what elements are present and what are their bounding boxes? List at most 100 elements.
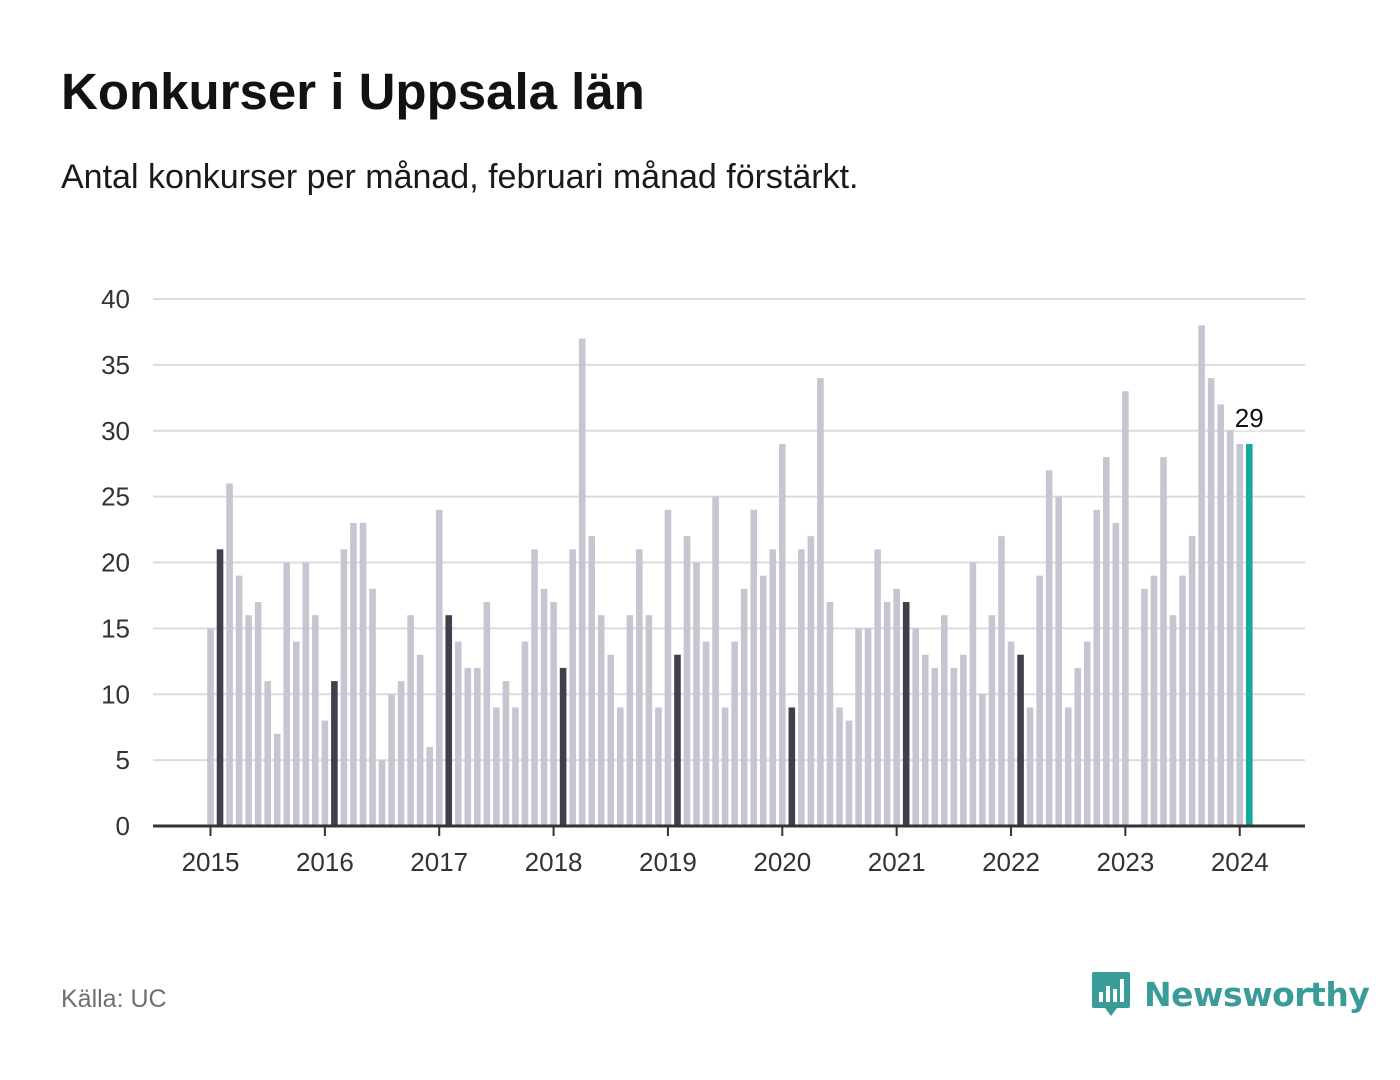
bar: [588, 536, 595, 826]
bar: [1093, 509, 1101, 826]
bar: [1017, 654, 1024, 826]
bar: [331, 681, 338, 826]
bar: [283, 562, 291, 826]
bar: [245, 615, 252, 826]
bar: [1036, 575, 1043, 826]
bar: [912, 628, 920, 826]
bar: [512, 707, 519, 826]
bar: [645, 615, 653, 826]
bar: [1226, 430, 1234, 826]
x-tick-label: 2019: [639, 847, 697, 877]
bar: [626, 615, 634, 826]
bar: [921, 654, 929, 826]
bar: [740, 588, 748, 826]
bar: [883, 602, 891, 826]
bar: [636, 549, 643, 826]
bar: [369, 588, 376, 826]
bar: [721, 707, 729, 826]
bar: [702, 641, 710, 826]
bar: [597, 615, 605, 826]
bar: [1074, 667, 1082, 826]
bar: [378, 760, 386, 826]
bar: [988, 615, 996, 826]
bar: [388, 694, 395, 826]
bar: [216, 549, 224, 826]
newsworthy-brand[interactable]: Newsworthy: [1090, 968, 1370, 1020]
y-tick-label: 15: [101, 613, 130, 643]
bar: [407, 615, 414, 826]
bar: [769, 549, 777, 826]
bar: [817, 378, 824, 826]
bar: [445, 615, 453, 826]
bar: [874, 549, 881, 826]
bar: [397, 681, 405, 826]
y-tick-label: 20: [101, 548, 130, 578]
bar: [292, 641, 300, 826]
bar: [750, 509, 758, 826]
bar: [798, 549, 805, 826]
bar: [1236, 443, 1244, 826]
bar: [826, 602, 834, 826]
bar: [979, 694, 986, 826]
bar: [302, 562, 310, 826]
bar: [607, 654, 615, 826]
bar: [1103, 457, 1110, 826]
bar: [483, 602, 491, 826]
bar: [1122, 391, 1129, 826]
y-tick-label: 35: [101, 350, 130, 380]
bar: [693, 562, 700, 826]
bar: [569, 549, 576, 826]
bar: [502, 681, 510, 826]
bar: [474, 667, 481, 826]
x-tick-label: 2017: [410, 847, 468, 877]
bar: [550, 602, 557, 826]
bar: [1179, 575, 1186, 826]
latest-value-halo: 29: [1235, 403, 1264, 433]
chart-title: Konkurser i Uppsala län: [61, 63, 645, 120]
bar: [540, 588, 548, 826]
bar: [683, 536, 691, 826]
bar: [674, 654, 681, 826]
bar: [1160, 457, 1167, 826]
y-tick-label: 10: [101, 679, 130, 709]
bar: [845, 720, 853, 826]
bar: [664, 509, 672, 826]
bar: [321, 720, 329, 826]
bar: [559, 667, 567, 826]
y-tick-label: 30: [101, 416, 130, 446]
bar: [578, 338, 586, 826]
bar: [731, 641, 738, 826]
bar: [836, 707, 843, 826]
bar: [1045, 470, 1053, 826]
y-tick-label: 5: [116, 745, 130, 775]
bar: [464, 667, 472, 826]
bar: [435, 509, 443, 826]
bar: [998, 536, 1005, 826]
x-tick-label: 2016: [296, 847, 354, 877]
bar: [712, 496, 719, 826]
bar: [960, 654, 967, 826]
bar: [1083, 641, 1091, 826]
bar: [616, 707, 624, 826]
chart-subtitle: Antal konkurser per månad, februari måna…: [61, 158, 859, 196]
x-tick-label: 2020: [753, 847, 811, 877]
bar: [779, 443, 786, 826]
bar: [1055, 496, 1062, 826]
bar: [855, 628, 862, 826]
bar: [1169, 615, 1177, 826]
bar: [788, 707, 796, 826]
bar: [226, 483, 233, 826]
bar: [759, 575, 767, 826]
bar: [902, 602, 910, 826]
bar: [1007, 641, 1015, 826]
bar: [893, 588, 900, 826]
bar: [264, 681, 271, 826]
bar: [1217, 404, 1224, 826]
bar: [969, 562, 977, 826]
bar: [1198, 325, 1205, 826]
bar: [531, 549, 538, 826]
x-tick-label: 2023: [1096, 847, 1154, 877]
bar: [312, 615, 319, 826]
x-tick-label: 2015: [182, 847, 240, 877]
bar: [1112, 522, 1120, 826]
